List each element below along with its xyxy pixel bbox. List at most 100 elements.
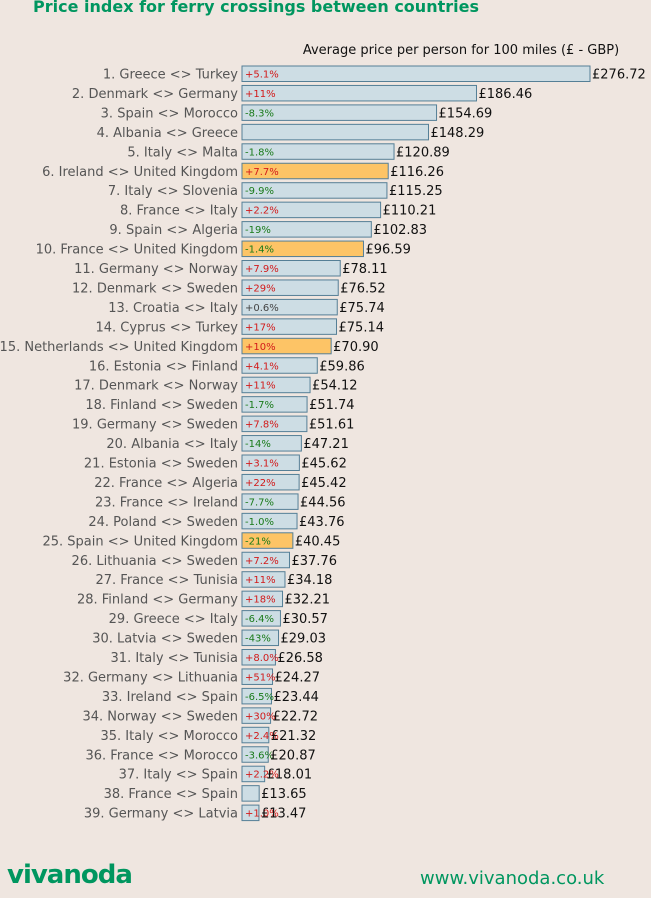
change-label: +10% <box>245 342 276 353</box>
category-label: 19. Germany <> Sweden <box>72 418 238 433</box>
value-label: £45.42 <box>301 476 347 491</box>
bar <box>241 726 270 744</box>
footer-url[interactable]: www.vivanoda.co.uk <box>420 868 605 889</box>
vivanoda-logo: vivanoda <box>7 860 133 890</box>
change-label: +30% <box>245 711 276 722</box>
value-label: £116.26 <box>390 165 444 180</box>
value-label: £30.57 <box>282 612 328 627</box>
category-label: 20. Albania <> Italy <box>106 437 238 452</box>
value-label: £75.74 <box>339 301 385 316</box>
category-label: 1. Greece <> Turkey <box>103 68 238 83</box>
change-label: -3.6% <box>245 750 274 761</box>
bar-chart: Average price per person for 100 miles (… <box>0 43 646 822</box>
bar <box>241 279 339 296</box>
change-label: +4.1% <box>245 361 279 372</box>
bar <box>241 143 395 160</box>
change-label: -1.0% <box>245 517 274 528</box>
bar <box>241 396 308 413</box>
change-label: +22% <box>245 478 276 489</box>
category-label: 36. France <> Morocco <box>85 748 238 763</box>
category-label: 11. Germany <> Norway <box>74 262 238 277</box>
value-label: £13.47 <box>261 807 307 822</box>
category-label: 31. Italy <> Tunisia <box>111 651 238 666</box>
category-label: 29. Greece <> Italy <box>109 612 239 627</box>
value-label: £115.25 <box>389 184 443 199</box>
bar <box>241 104 438 121</box>
change-label: +7.7% <box>245 167 279 178</box>
value-label: £148.29 <box>430 126 484 141</box>
value-label: £26.58 <box>277 651 323 666</box>
bar <box>241 123 429 141</box>
bar <box>241 629 280 647</box>
change-label: +29% <box>245 283 276 294</box>
bar <box>241 590 284 608</box>
change-label: +7.2% <box>245 556 279 567</box>
bar <box>241 785 260 802</box>
chart-title: Price index for ferry crossings between … <box>33 0 479 16</box>
category-label: 2. Denmark <> Germany <box>72 87 238 102</box>
value-label: £120.89 <box>396 145 450 160</box>
change-label: -21% <box>245 536 271 547</box>
change-label: +0.6% <box>245 303 279 314</box>
bar <box>241 337 332 355</box>
category-label: 7. Italy <> Slovenia <box>108 184 238 199</box>
value-label: £47.21 <box>303 437 349 452</box>
bar <box>241 65 591 82</box>
value-label: £32.21 <box>285 593 331 608</box>
category-label: 13. Croatia <> Italy <box>108 301 238 316</box>
change-label: -6.5% <box>245 692 274 703</box>
bar <box>241 571 286 588</box>
bar <box>241 84 477 102</box>
change-label: +2.2% <box>245 770 279 781</box>
bar <box>241 376 311 394</box>
change-label: +11% <box>245 381 276 392</box>
change-label: +5.1% <box>245 70 279 81</box>
change-label: +11% <box>245 575 276 586</box>
value-label: £43.76 <box>299 515 345 530</box>
change-label: -43% <box>245 634 271 645</box>
value-label: £75.14 <box>339 320 385 335</box>
bar <box>241 435 302 452</box>
value-label: £18.01 <box>267 768 313 783</box>
category-label: 16. Estonia <> Finland <box>89 359 238 374</box>
bar <box>241 532 294 549</box>
change-label: +2.2% <box>245 206 279 217</box>
category-label: 34. Norway <> Sweden <box>82 709 238 724</box>
change-label: -14% <box>245 439 271 450</box>
chart-subtitle: Average price per person for 100 miles (… <box>303 43 619 58</box>
category-label: 24. Poland <> Sweden <box>88 515 238 530</box>
value-label: £40.45 <box>295 534 341 549</box>
change-label: -1.7% <box>245 400 274 411</box>
bar <box>241 298 338 316</box>
category-label: 28. Finland <> Germany <box>77 593 238 608</box>
category-label: 18. Finland <> Sweden <box>85 398 238 413</box>
bar <box>241 668 274 685</box>
bar <box>241 221 372 238</box>
change-label: -1.4% <box>245 245 274 256</box>
category-label: 8. France <> Italy <box>120 204 238 219</box>
category-label: 21. Estonia <> Sweden <box>84 457 238 472</box>
value-label: £154.69 <box>439 106 493 121</box>
category-label: 23. France <> Ireland <box>95 495 238 510</box>
value-label: £59.86 <box>319 359 365 374</box>
value-label: £23.44 <box>273 690 319 705</box>
value-label: £20.87 <box>270 748 316 763</box>
value-label: £24.27 <box>275 670 321 685</box>
change-label: +7.9% <box>245 264 279 275</box>
change-label: +18% <box>245 595 276 606</box>
bar <box>241 493 299 510</box>
value-label: £102.83 <box>373 223 427 238</box>
category-label: 37. Italy <> Spain <box>119 768 238 783</box>
value-label: £51.61 <box>309 418 355 433</box>
category-label: 17. Denmark <> Norway <box>74 379 238 394</box>
bar <box>241 454 300 471</box>
value-label: £70.90 <box>333 340 379 355</box>
value-label: £78.11 <box>342 262 388 277</box>
category-label: 3. Spain <> Morocco <box>101 106 238 121</box>
category-label: 25. Spain <> United Kingdom <box>42 534 238 549</box>
category-label: 10. France <> United Kingdom <box>36 243 238 258</box>
bar <box>241 512 298 530</box>
change-label: +11% <box>245 89 276 100</box>
change-label: +2.4% <box>245 731 279 742</box>
bar <box>241 318 337 335</box>
